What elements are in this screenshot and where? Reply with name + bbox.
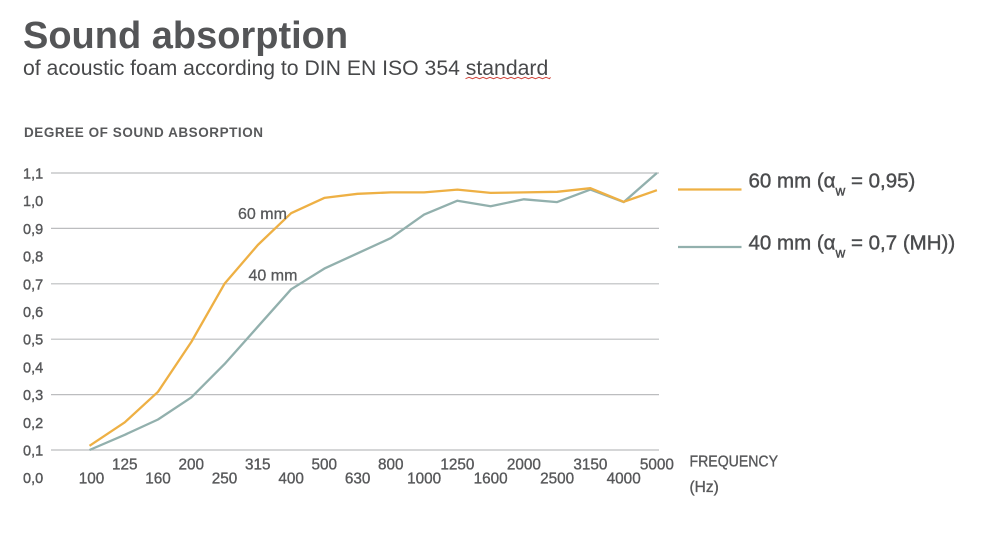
svg-text:40 mm: 40 mm — [249, 268, 298, 285]
svg-text:FREQUENCY: FREQUENCY — [690, 454, 779, 471]
svg-text:315: 315 — [245, 457, 271, 474]
svg-text:0,8: 0,8 — [23, 250, 43, 266]
svg-text:0,7: 0,7 — [23, 277, 43, 293]
svg-text:0,4: 0,4 — [23, 360, 43, 376]
svg-text:2500: 2500 — [540, 471, 574, 488]
svg-text:0,2: 0,2 — [23, 416, 43, 432]
svg-text:1250: 1250 — [440, 457, 474, 474]
svg-text:0,6: 0,6 — [23, 305, 43, 321]
svg-text:630: 630 — [345, 471, 371, 488]
svg-text:0,9: 0,9 — [23, 222, 43, 238]
svg-text:200: 200 — [179, 457, 205, 474]
svg-text:2000: 2000 — [507, 457, 541, 474]
svg-text:800: 800 — [378, 457, 404, 474]
svg-text:(Hz): (Hz) — [690, 479, 719, 496]
svg-text:4000: 4000 — [607, 471, 641, 488]
svg-text:60 mm (αw = 0,95): 60 mm (αw = 0,95) — [749, 170, 916, 199]
svg-text:0,0: 0,0 — [23, 471, 43, 487]
svg-text:100: 100 — [79, 471, 105, 488]
svg-text:5000: 5000 — [640, 457, 674, 474]
svg-text:500: 500 — [312, 457, 338, 474]
svg-text:0,1: 0,1 — [23, 444, 43, 460]
svg-text:0,5: 0,5 — [23, 333, 43, 349]
svg-text:125: 125 — [112, 457, 138, 474]
svg-text:400: 400 — [278, 471, 304, 488]
svg-text:3150: 3150 — [573, 457, 607, 474]
svg-text:60 mm: 60 mm — [238, 206, 287, 223]
svg-text:250: 250 — [212, 471, 238, 488]
svg-text:1600: 1600 — [474, 471, 508, 488]
svg-text:1000: 1000 — [407, 471, 441, 488]
svg-text:160: 160 — [145, 471, 171, 488]
svg-text:40 mm (αw = 0,7 (MH)): 40 mm (αw = 0,7 (MH)) — [749, 232, 956, 261]
svg-text:1,0: 1,0 — [23, 194, 43, 210]
svg-text:1,1: 1,1 — [23, 167, 43, 183]
svg-text:0,3: 0,3 — [23, 388, 43, 404]
